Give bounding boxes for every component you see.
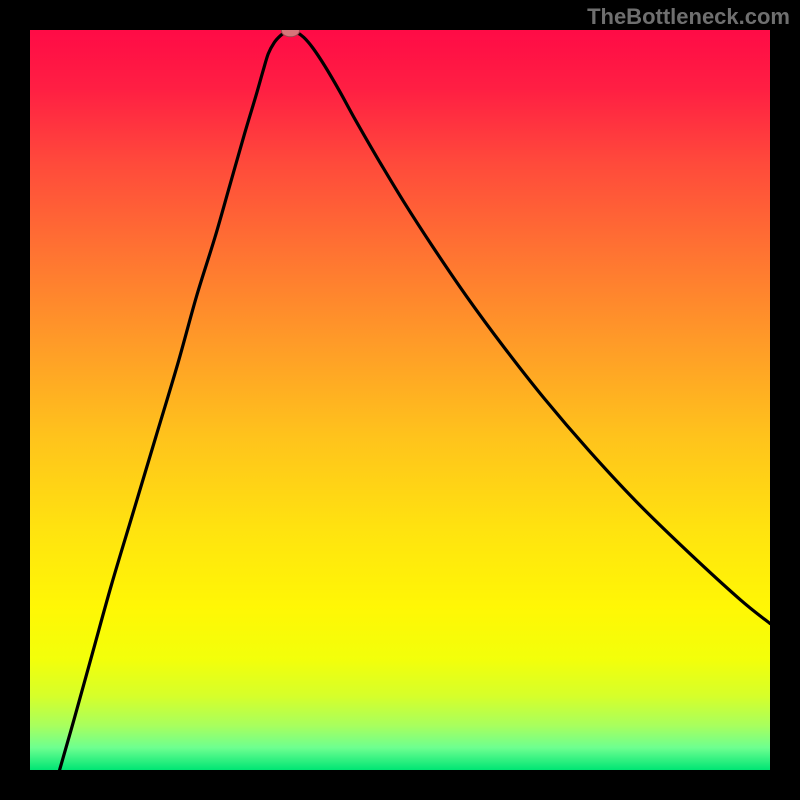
- watermark-text: TheBottleneck.com: [587, 4, 790, 30]
- plot-area: [30, 30, 770, 770]
- chart-container: TheBottleneck.com: [0, 0, 800, 800]
- curve-layer: [30, 30, 770, 770]
- minimum-marker: [281, 30, 299, 37]
- bottleneck-curve: [60, 31, 770, 770]
